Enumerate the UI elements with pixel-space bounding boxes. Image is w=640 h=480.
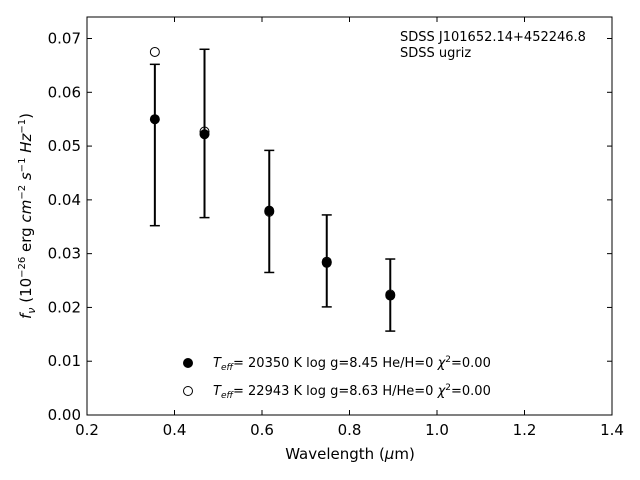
legend: Teff= 20350 K log g=8.45 He/H=0 χ2=0.00 … [183, 355, 491, 401]
y-tick-label: 0.07 [48, 30, 81, 48]
legend-label-da: Teff= 20350 K log g=8.45 He/H=0 χ2=0.00 [213, 355, 491, 373]
ticks-group: 0.2 0.4 0.6 0.8 1.0 1.2 1.4 0.00 0.01 0.02 0.03 0.0… [48, 17, 624, 439]
x-tick-label: 1.4 [600, 421, 624, 439]
model-point-open [385, 289, 396, 300]
annotation-filter-set: SDSS ugriz [400, 46, 471, 61]
model-point-open [199, 126, 210, 137]
plot-area [86, 16, 613, 416]
x-tick-label: 1.2 [513, 421, 537, 439]
model-point-filled [149, 114, 160, 125]
y-tick-label: 0.03 [48, 245, 81, 263]
y-tick-label: 0.06 [48, 83, 81, 101]
legend-marker-open [183, 386, 193, 396]
y-tick-label: 0.00 [48, 406, 81, 424]
legend-label-db: Teff= 22943 K log g=8.63 H/He=0 χ2=0.00 [213, 383, 491, 401]
y-tick-label: 0.01 [48, 352, 81, 370]
x-tick-label: 1.0 [425, 421, 449, 439]
x-tick-label: 0.6 [250, 421, 274, 439]
annotation-object-name: SDSS J101652.14+452246.8 [400, 30, 586, 45]
x-tick-label: 0.2 [75, 421, 99, 439]
y-tick-label: 0.05 [48, 137, 81, 155]
y-axis-label: fν (10−26 erg cm−2 s−1 Hz−1) [17, 113, 38, 319]
model-point-open [264, 206, 275, 217]
model-point-filled [199, 129, 210, 140]
x-axis-label: Wavelength (μm) [285, 445, 415, 463]
y-tick-label: 0.02 [48, 298, 81, 316]
model-point-open [321, 256, 332, 267]
marks-group [149, 46, 396, 332]
x-tick-label: 0.4 [163, 421, 187, 439]
model-point-open [149, 46, 160, 57]
legend-marker-filled [183, 358, 193, 368]
y-tick-label: 0.04 [48, 191, 81, 209]
x-tick-label: 0.8 [338, 421, 362, 439]
